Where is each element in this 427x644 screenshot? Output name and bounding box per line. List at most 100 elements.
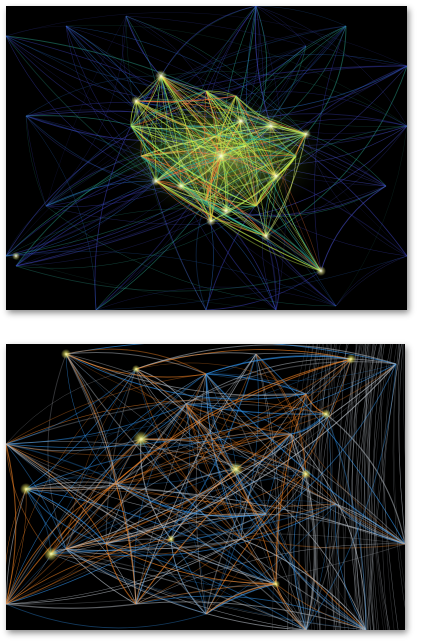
route-line [302, 344, 314, 630]
route-line [140, 151, 222, 157]
route-line [235, 468, 307, 630]
route-line [6, 538, 242, 605]
route-line [180, 185, 322, 272]
route-line [160, 75, 277, 177]
route-line [130, 125, 257, 207]
route-line [342, 344, 358, 630]
route-line [65, 353, 327, 418]
route-line [105, 543, 137, 605]
route-line [160, 6, 257, 77]
route-line [25, 75, 162, 117]
route-line [205, 90, 322, 272]
route-line [6, 373, 207, 445]
route-line [65, 538, 242, 551]
route-line [65, 353, 117, 485]
route-line [6, 373, 207, 605]
route-line [65, 353, 117, 485]
route-line [105, 353, 257, 545]
route-line [205, 356, 352, 375]
route-line [255, 353, 405, 545]
route-line [205, 373, 267, 515]
route-line [275, 433, 292, 585]
route-line [354, 344, 377, 630]
route-line [185, 403, 307, 630]
route-line [130, 90, 207, 127]
route-line [290, 433, 367, 630]
route-line [205, 270, 322, 310]
route-line [235, 95, 277, 177]
route-line [240, 538, 367, 630]
route-line [205, 583, 277, 615]
route-line [135, 100, 297, 157]
route-line [105, 433, 292, 545]
route-line [65, 353, 405, 545]
route-line [115, 393, 307, 485]
route-line [160, 75, 307, 135]
hub-glow [131, 96, 141, 106]
route-line [140, 438, 242, 540]
route-line [105, 363, 397, 545]
route-line [363, 344, 383, 630]
route-line [205, 373, 267, 515]
route-line [220, 133, 307, 157]
route-line [180, 95, 237, 187]
route-line [305, 344, 327, 630]
route-line [25, 485, 267, 515]
route-line [324, 344, 361, 630]
route-line [366, 344, 382, 630]
route-line [290, 433, 315, 630]
route-line [348, 344, 367, 630]
route-line [392, 344, 405, 609]
route-line [384, 344, 395, 630]
route-line [6, 12, 407, 67]
route-line [130, 125, 247, 148]
route-line [205, 373, 242, 540]
route-line [140, 155, 212, 222]
route-line [135, 373, 207, 605]
route-line [205, 90, 322, 272]
route-line [354, 344, 377, 630]
route-line [140, 438, 267, 515]
hub-glow [44, 547, 58, 561]
route-line [321, 344, 337, 630]
route-line [6, 603, 137, 609]
route-line [368, 344, 375, 630]
route-line [350, 344, 369, 630]
route-line [180, 155, 297, 187]
route-line [125, 15, 307, 47]
route-line [316, 344, 349, 630]
route-line [240, 363, 397, 540]
route-line [65, 353, 137, 605]
route-line [135, 25, 347, 102]
route-line [6, 358, 352, 605]
route-line [135, 100, 272, 128]
route-line [185, 125, 227, 212]
route-line [265, 133, 307, 237]
route-line [235, 468, 367, 630]
route-line [65, 538, 172, 555]
route-line [6, 443, 207, 615]
route-line [6, 251, 337, 307]
route-line [6, 438, 142, 605]
route-line [195, 373, 207, 615]
bottom-hubs [20, 349, 356, 588]
route-line [6, 413, 327, 456]
route-line [65, 473, 307, 550]
route-line [115, 483, 137, 605]
route-line [205, 373, 267, 515]
route-line [135, 25, 347, 102]
route-line [115, 358, 352, 485]
route-line [305, 363, 397, 630]
route-line [135, 513, 267, 605]
route-line [65, 438, 142, 550]
route-line [185, 125, 297, 157]
route-line [380, 344, 399, 630]
route-line [365, 344, 387, 630]
route-line [6, 603, 207, 629]
route-line [185, 125, 227, 212]
route-line [245, 145, 257, 207]
route-line [255, 353, 307, 475]
route-line [6, 358, 352, 445]
route-line [265, 235, 277, 310]
route-line [287, 344, 315, 630]
